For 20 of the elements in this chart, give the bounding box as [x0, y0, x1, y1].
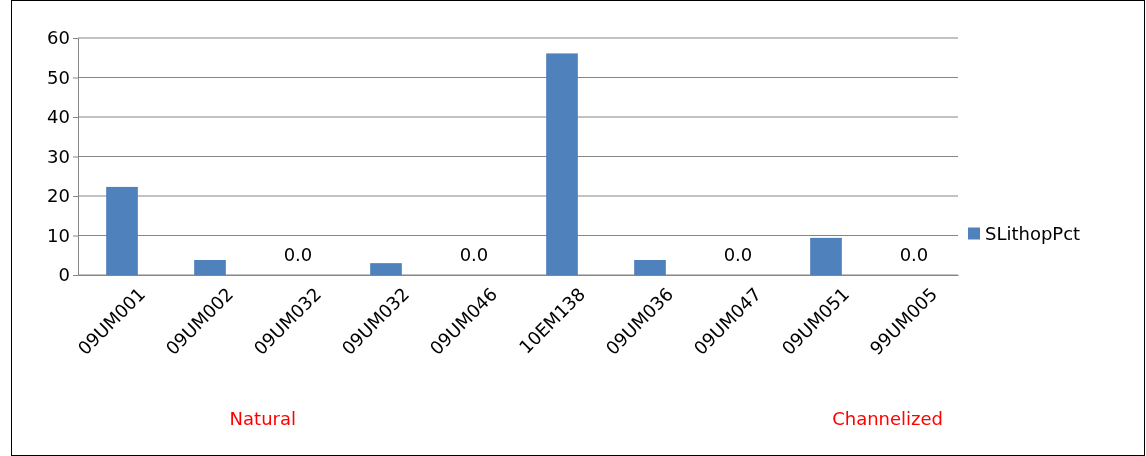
bar: [810, 237, 842, 275]
legend-label: SLithopPct: [985, 222, 1081, 244]
data-label: 0.0: [459, 244, 489, 265]
text: Channelized: [832, 408, 944, 429]
y-tick-label: 30: [47, 145, 70, 167]
bar: [370, 263, 402, 275]
bar: [194, 259, 226, 275]
bar: [546, 53, 578, 275]
y-tick-label: 60: [47, 27, 70, 49]
text: Natural: [229, 408, 296, 429]
y-tick-label: 20: [47, 185, 70, 207]
y-tick-label: 40: [47, 106, 70, 128]
y-tick-label: 10: [47, 224, 70, 246]
bar: [106, 186, 138, 275]
y-tick-label: 50: [47, 66, 70, 88]
bar: [634, 259, 666, 275]
data-label: 0.0: [899, 244, 929, 265]
data-label: 0.0: [283, 244, 313, 265]
y-tick-label: 0: [58, 264, 70, 286]
data-label: 0.0: [723, 244, 753, 265]
